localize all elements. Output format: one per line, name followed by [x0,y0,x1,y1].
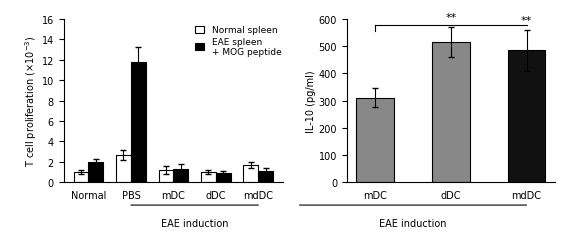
Y-axis label: IL-10 (pg/ml): IL-10 (pg/ml) [306,70,316,132]
Bar [173,169,188,182]
Bar [258,171,273,182]
Text: EAE induction: EAE induction [161,218,228,228]
Bar [201,172,216,182]
Legend: Normal spleen, EAE spleen
+ MOG peptide: Normal spleen, EAE spleen + MOG peptide [194,24,283,59]
Text: **: ** [521,16,532,26]
Bar [88,162,103,182]
Bar [73,172,88,182]
Y-axis label: T cell proliferation (×10$^{-3}$): T cell proliferation (×10$^{-3}$) [23,36,39,167]
Bar [432,43,470,182]
Bar [116,155,131,182]
Bar [216,173,231,182]
Text: EAE induction: EAE induction [379,218,447,228]
Text: **: ** [445,13,457,23]
Bar [243,165,258,182]
Bar [356,98,394,182]
Bar [507,51,546,182]
Bar [131,63,146,182]
Bar [158,170,173,182]
